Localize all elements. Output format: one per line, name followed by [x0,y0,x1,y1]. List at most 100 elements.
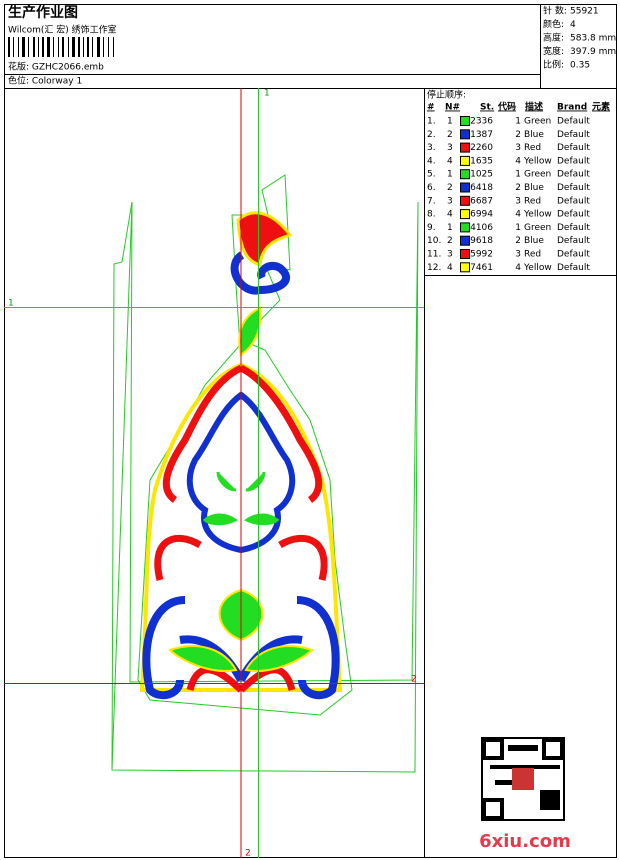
cell: 4 [447,263,453,273]
info-value: 55921 [570,7,599,17]
cell: Green [524,170,551,180]
barcode-bar [22,37,25,57]
info-label: 针 数: [543,5,567,17]
design [4,88,424,858]
cell: 1. [427,117,436,127]
column-header: 代码 [497,101,516,113]
info-label: 高度: [543,32,564,44]
cell: 1 [447,117,453,127]
green-fill [238,306,262,357]
barcode-bar [8,37,10,57]
watermark: 6xiu.com [479,831,571,852]
barcode-bar [97,37,100,57]
cell: 10. [427,236,441,246]
cell: Default [557,223,590,233]
barcode-bar [18,37,19,57]
color-swatch [460,262,470,273]
cell: 7461 [470,263,493,273]
barcode-bar [58,37,59,57]
color-swatch [460,129,470,140]
cell: 6687 [470,196,493,206]
cell: 4. [427,156,436,166]
info-label: 颜色: [543,18,564,30]
cell: Blue [524,130,544,140]
cell: 7. [427,196,436,206]
green-fill [202,471,280,526]
barcode-bar [62,37,64,57]
cell: 2 [447,183,453,193]
barcode-bar [68,37,69,57]
barcode [8,37,114,57]
color-swatch [460,249,470,259]
cell: 11. [427,250,441,260]
cell: 2 [515,183,521,193]
color-swatch [460,235,470,246]
cell: Yellow [523,210,552,220]
cell: 4 [515,263,521,273]
cell: 2336 [470,117,493,127]
cell: Red [524,250,541,260]
guide-label: 1 [264,89,270,99]
cell: Default [557,130,590,140]
guide-label: 2 [245,849,251,859]
cell: 2 [515,236,521,246]
color-swatch [460,222,470,233]
blue-fill [230,251,290,295]
color-swatch [460,116,470,126]
column-header: 描述 [525,101,543,113]
cell: 3 [447,143,453,153]
cell: Blue [524,236,544,246]
cell: 1 [515,223,521,233]
cell: 12. [427,263,441,273]
cell: 3 [515,143,521,153]
column-header: 元素 [592,101,610,113]
cell: Default [557,183,590,193]
cell: 5. [427,170,436,180]
cell: Default [557,156,590,166]
cell: 3 [515,196,521,206]
cell: Red [524,196,541,206]
cell: Green [524,117,551,127]
cell: 2260 [470,143,493,153]
cell: 9618 [470,236,493,246]
cell: 1635 [470,156,493,166]
column-header: St. [480,103,494,113]
cell: 1025 [470,170,493,180]
cell: 3 [447,196,453,206]
color-swatch [460,195,470,206]
barcode-bar [87,37,89,57]
column-header: N# [445,103,460,113]
guide-label: 2 [411,675,417,685]
cell: 1 [447,170,453,180]
cell: 4 [447,210,453,220]
info-label: 比例: [543,59,564,71]
cell: 6418 [470,183,493,193]
barcode-bar [78,37,80,57]
info-value: 397.9 mm [570,47,616,57]
barcode-bar [38,37,39,57]
barcode-bar [42,37,44,57]
cell: 2. [427,130,436,140]
cell: 4106 [470,223,493,233]
color-swatch [460,155,470,166]
barcode-bar [53,37,54,57]
cell: 6994 [470,210,493,220]
info-value: 583.8 mm [570,34,616,44]
cell: 8. [427,210,436,220]
cell: Yellow [523,263,552,273]
cell: Default [557,196,590,206]
page-border [4,4,617,858]
cell: 3 [447,250,453,260]
barcode-bar [108,37,109,57]
info-value: 4 [570,20,576,30]
cell: 1 [515,170,521,180]
red-fill [236,211,293,267]
cell: 3 [515,250,521,260]
column-header: # [427,103,435,113]
cell: 6. [427,183,436,193]
barcode-bar [33,37,35,57]
color-swatch [460,142,470,153]
cell: 1 [447,223,453,233]
cell: Default [557,250,590,260]
cell: 4 [515,156,521,166]
